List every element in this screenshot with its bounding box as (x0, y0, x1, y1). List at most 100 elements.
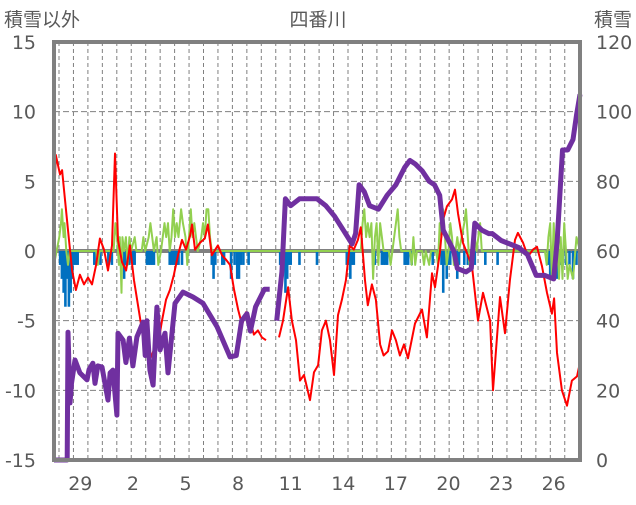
bar-blue (150, 251, 154, 265)
bar-blue (405, 251, 408, 265)
x-tick-label: 14 (331, 473, 355, 495)
bar-blue (147, 251, 150, 265)
left-tick-label: 5 (24, 171, 36, 193)
bar-blue (133, 251, 136, 265)
left-tick-label: 10 (12, 102, 36, 124)
bar-blue (69, 251, 72, 293)
x-tick-label: 26 (542, 473, 566, 495)
bar-blue (441, 251, 445, 293)
bar-blue (62, 251, 65, 293)
right-tick-label: 120 (596, 32, 632, 54)
bar-blue (242, 251, 245, 265)
right-tick-label: 80 (596, 171, 620, 193)
left-tick-label: -10 (5, 380, 36, 402)
bar-blue (403, 251, 406, 265)
bar-blue (349, 251, 352, 279)
bar-blue (239, 251, 243, 265)
bar-blue (171, 251, 175, 265)
bar-blue (571, 251, 575, 279)
x-tick-label: 23 (489, 473, 513, 495)
bar-blue (484, 251, 487, 265)
bar-blue (382, 251, 385, 265)
bar-blue (315, 251, 319, 265)
bar-blue (548, 251, 552, 279)
left-tick-label: -5 (17, 311, 36, 333)
plot-border (52, 40, 582, 462)
bar-blue (443, 251, 447, 265)
bar-blue (440, 251, 443, 265)
bar-blue (60, 251, 64, 279)
bar-blue (431, 251, 435, 265)
bar-blue (352, 251, 356, 265)
bar-blue (131, 251, 135, 265)
left-tick-label: -15 (5, 450, 36, 472)
bar-blue (473, 251, 477, 265)
bar-blue (547, 251, 550, 265)
bar-blue (384, 251, 387, 265)
bar-blue (212, 251, 215, 279)
bar-blue (448, 251, 452, 265)
bar-blue (152, 251, 156, 265)
bar-blue (170, 251, 173, 265)
x-tick-label: 8 (232, 473, 244, 495)
bar-blue (72, 251, 76, 265)
bar-blue (462, 251, 466, 265)
x-tick-label: 5 (179, 473, 191, 495)
bar-blue (58, 251, 62, 265)
bar-blue (287, 251, 291, 265)
bar-blue (385, 251, 389, 265)
bar-blue (99, 251, 102, 265)
bar-blue (233, 251, 236, 265)
bar-blue (124, 251, 128, 265)
right-tick-label: 40 (596, 311, 620, 333)
bar-blue (149, 251, 152, 265)
bar-blue (380, 251, 384, 265)
bar-blue (457, 251, 461, 265)
bar-blue (229, 251, 233, 279)
bar-blue (145, 251, 149, 265)
bar-blue (93, 251, 96, 265)
series-purple-line (54, 93, 583, 463)
bar-blue (496, 251, 499, 265)
bar-blue (107, 251, 110, 265)
bar-blue (214, 251, 217, 265)
bar-blue (345, 251, 349, 265)
bar-blue (128, 251, 131, 265)
x-tick-label: 20 (436, 473, 460, 495)
bar-blue (284, 251, 287, 293)
right-tick-label: 100 (596, 102, 632, 124)
left-tick-label: 0 (24, 241, 36, 263)
plot-area (53, 93, 583, 463)
bar-blue (575, 251, 578, 265)
bar-blue (74, 251, 78, 265)
bar-blue (221, 251, 224, 265)
bar-blue (298, 251, 301, 265)
bar-blue (173, 251, 177, 265)
bar-blue (568, 251, 571, 265)
left-tick-label: 15 (12, 32, 36, 54)
x-tick-label: 29 (68, 473, 92, 495)
bar-blue (177, 251, 180, 265)
bar-blue (76, 251, 79, 265)
bar-blue (285, 251, 289, 279)
x-tick-label: 11 (279, 473, 303, 495)
bar-blue (350, 251, 354, 265)
bar-blue (289, 251, 292, 265)
right-tick-label: 20 (596, 380, 620, 402)
x-tick-label: 17 (384, 473, 408, 495)
chart-title: 四番川 (289, 9, 346, 31)
right-tick-label: 0 (596, 450, 608, 472)
bar-blue (110, 251, 114, 265)
x-tick-label: 2 (127, 473, 139, 495)
right-tick-label: 60 (596, 241, 620, 263)
left-axis-title: 積雪以外 (4, 9, 80, 31)
bar-blue (247, 251, 250, 265)
right-axis-title: 積雪 (594, 9, 632, 31)
bar-blue (168, 251, 172, 265)
bar-blue (64, 251, 67, 307)
bar-blue (235, 251, 239, 279)
tick-labels: 15 10 5 0 -5 -10 -15 120 100 80 60 40 20 0 29 2 5 8 11 14 17… (5, 32, 632, 495)
bar-blue (210, 251, 214, 265)
bar-blue (406, 251, 410, 265)
